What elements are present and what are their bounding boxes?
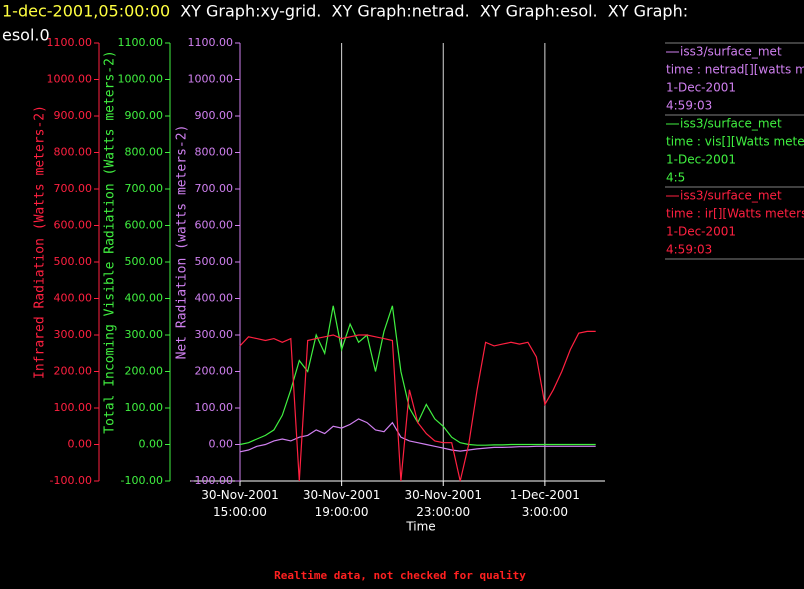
legend-detail: 1-Dec-2001 [666,153,736,167]
y-tick-label: 400.00 [125,292,164,305]
y-tick-label: 0.00 [209,438,234,451]
y-tick-label: 1100.00 [118,36,164,49]
y-tick-label: 300.00 [195,328,234,341]
x-tick-label: 30-Nov-2001 15:00:00 [201,488,279,519]
x-axis-label: Time [405,520,435,534]
y-tick-label: 600.00 [54,219,93,232]
y-tick-label: 1000.00 [47,73,93,86]
y-tick-label: 0.00 [139,438,164,451]
legend-detail: 4:5 [666,171,685,185]
chart-title: XY Graph:xy-grid. XY Graph:netrad. XY Gr… [180,2,688,21]
y-tick-label: 1100.00 [188,36,234,49]
series-line [239,330,596,482]
y-tick-label: 500.00 [54,255,93,268]
y-tick-label: 900.00 [125,109,164,122]
y-tick-label: -100.00 [121,474,163,487]
x-tick-label: 30-Nov-2001 19:00:00 [303,488,381,519]
y-tick-label: 1000.00 [118,73,164,86]
chart-title-line2: esol.0 [2,26,50,45]
legend-detail: 1-Dec-2001 [666,81,736,95]
y-tick-label: 200.00 [195,365,234,378]
y-tick-label: 500.00 [195,255,234,268]
y-tick-label: 1000.00 [188,73,234,86]
y-tick-label: 0.00 [68,438,93,451]
y-tick-label: -100.00 [191,474,233,487]
y-tick-label: 100.00 [195,401,234,414]
y-tick-label: 600.00 [125,219,164,232]
y-axis-label: Infrared Radiation (Watts meters-2) [33,105,48,379]
y-tick-label: 400.00 [195,292,234,305]
legend-detail: time : vis[][Watts meter [666,135,804,149]
y-tick-label: 600.00 [195,219,234,232]
y-tick-label: 700.00 [125,182,164,195]
x-tick-label: 1-Dec-2001 3:00:00 [510,488,580,519]
legend-detail: time : netrad[][watts me [666,63,804,77]
y-tick-label: 800.00 [54,146,93,159]
y-tick-label: 800.00 [125,146,164,159]
y-tick-label: -100.00 [50,474,92,487]
legend-detail: 4:59:03 [666,243,712,257]
series-line [239,418,596,453]
y-axis-label: Total Incoming Visible Radiation (Watts … [103,50,118,434]
y-tick-label: 900.00 [195,109,234,122]
y-tick-label: 900.00 [54,109,93,122]
footer: Realtime data, not checked for quality [274,569,526,582]
y-tick-label: 1100.00 [47,36,93,49]
y-tick-label: 300.00 [125,328,164,341]
y-tick-label: 500.00 [125,255,164,268]
legend-name: iss3/surface_met [680,189,782,203]
y-tick-label: 800.00 [195,146,234,159]
y-tick-label: 200.00 [54,365,93,378]
y-tick-label: 200.00 [125,365,164,378]
y-tick-label: 400.00 [54,292,93,305]
y-tick-label: 300.00 [54,328,93,341]
y-axis-label: Net Radiation (watts meters-2) [175,125,190,360]
legend-name: iss3/surface_met [680,117,782,131]
legend-detail: 4:59:03 [666,99,712,113]
y-tick-label: 100.00 [125,401,164,414]
timestamp: 1-dec-2001,05:00:00 [2,2,170,21]
y-tick-label: 700.00 [195,182,234,195]
y-tick-label: 700.00 [54,182,93,195]
legend-detail: time : ir[][Watts meters [666,207,804,221]
y-tick-label: 100.00 [54,401,93,414]
legend-detail: 1-Dec-2001 [666,225,736,239]
legend-name: iss3/surface_met [680,45,782,59]
x-tick-label: 30-Nov-2001 23:00:00 [404,488,482,519]
